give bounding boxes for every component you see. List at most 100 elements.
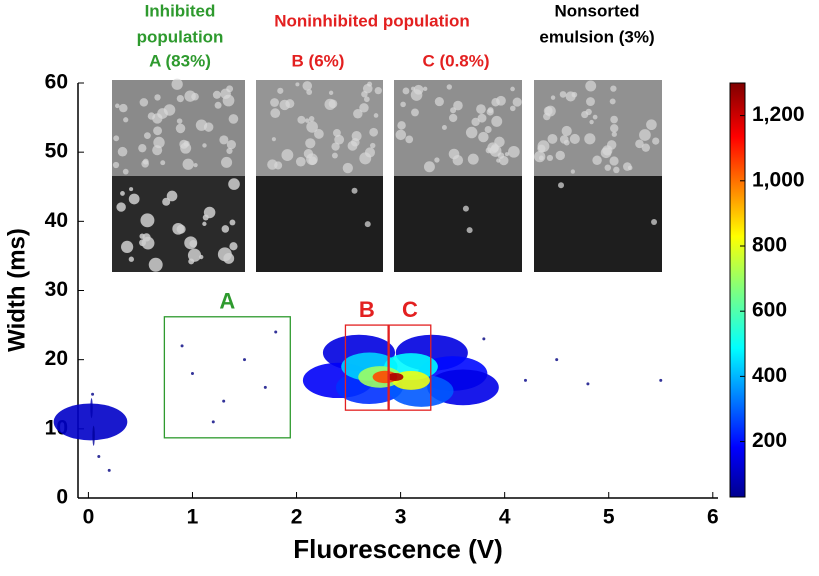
fluorescent-droplet [139,239,146,247]
droplet [477,113,487,123]
droplet [219,135,229,145]
droplet [119,103,128,113]
annotation: A (83%) [149,51,211,70]
droplet [328,99,338,109]
droplet [308,156,317,165]
annotation: B (6%) [292,51,345,70]
droplet [489,145,502,157]
droplet [351,131,362,142]
fluorescent-droplet [229,219,236,226]
droplet [163,104,176,116]
droplet [589,119,594,125]
droplet [478,131,489,143]
x-tick-label: 3 [395,506,407,529]
droplet [193,163,198,168]
x-tick-label: 4 [499,506,511,529]
y-axis-label: Width (ms) [3,228,30,352]
droplet [202,143,207,148]
droplet [491,115,503,127]
droplet [306,121,318,133]
scatter-point [243,358,247,362]
droplet [592,114,598,120]
fluorescence-panel [534,176,662,272]
droplet [610,115,618,124]
droplet [222,94,235,107]
droplet [113,135,120,142]
droplet [499,155,509,166]
annotation: Noninhibited population [274,11,469,30]
droplet [153,126,163,136]
droplet [449,113,458,123]
x-tick-label: 5 [603,506,615,529]
droplet [359,103,369,113]
droplet [285,99,295,109]
droplet [550,95,556,100]
x-axis-label: Fluorescence (V) [293,534,503,564]
fluorescent-droplet [140,213,155,228]
droplet [537,140,550,153]
droplet [585,108,592,116]
droplet [112,161,120,169]
droplet [397,121,406,130]
droplet [563,139,570,146]
droplet [313,129,324,139]
droplet [534,150,546,163]
fluorescent-droplet [466,227,473,234]
droplet [184,90,196,102]
colorbar-tick-label: 400 [752,364,787,387]
gate [388,324,432,411]
micrograph-insets [112,78,662,272]
droplet [413,84,424,95]
fluorescent-droplet [351,187,358,194]
droplet [138,144,147,153]
droplet [441,125,447,130]
droplet [635,139,644,149]
droplet [214,101,222,109]
droplet [362,83,373,94]
droplet [610,124,619,133]
colorbar-tick-label: 800 [752,234,787,257]
droplet [569,133,580,144]
scatter-point [586,382,590,386]
droplet [423,161,435,173]
droplet [453,100,463,111]
x-tick-label: 6 [707,506,719,529]
droplet [374,86,382,95]
droplet [611,131,617,137]
droplet [543,112,551,121]
droplet [117,146,128,157]
gate-label: A [219,289,235,314]
droplet [395,129,407,141]
fluorescent-droplet [148,257,163,272]
fluorescent-droplet [166,190,178,202]
scatter-point [222,399,226,403]
droplet [609,98,616,105]
droplet [115,103,120,109]
droplet [604,164,612,171]
droplet [586,97,595,107]
droplet [123,117,129,123]
droplet [182,158,194,170]
droplet [270,108,281,119]
scatter-point [482,337,486,341]
droplet [467,153,479,165]
droplet [122,168,129,175]
droplet [154,94,161,101]
droplet [212,90,221,99]
annotation: Nonsorted [555,1,640,20]
droplet [370,142,376,149]
droplet [143,132,151,140]
droplet [446,84,452,90]
droplet [277,87,284,94]
droplet [347,140,358,151]
droplet [584,133,596,145]
droplet [609,156,619,166]
droplet [267,159,278,170]
scatter-point [107,468,111,472]
droplet [328,90,334,96]
droplet [176,94,184,103]
scatter-point [555,358,559,362]
droplet [142,158,149,165]
scatter-point [211,420,215,424]
